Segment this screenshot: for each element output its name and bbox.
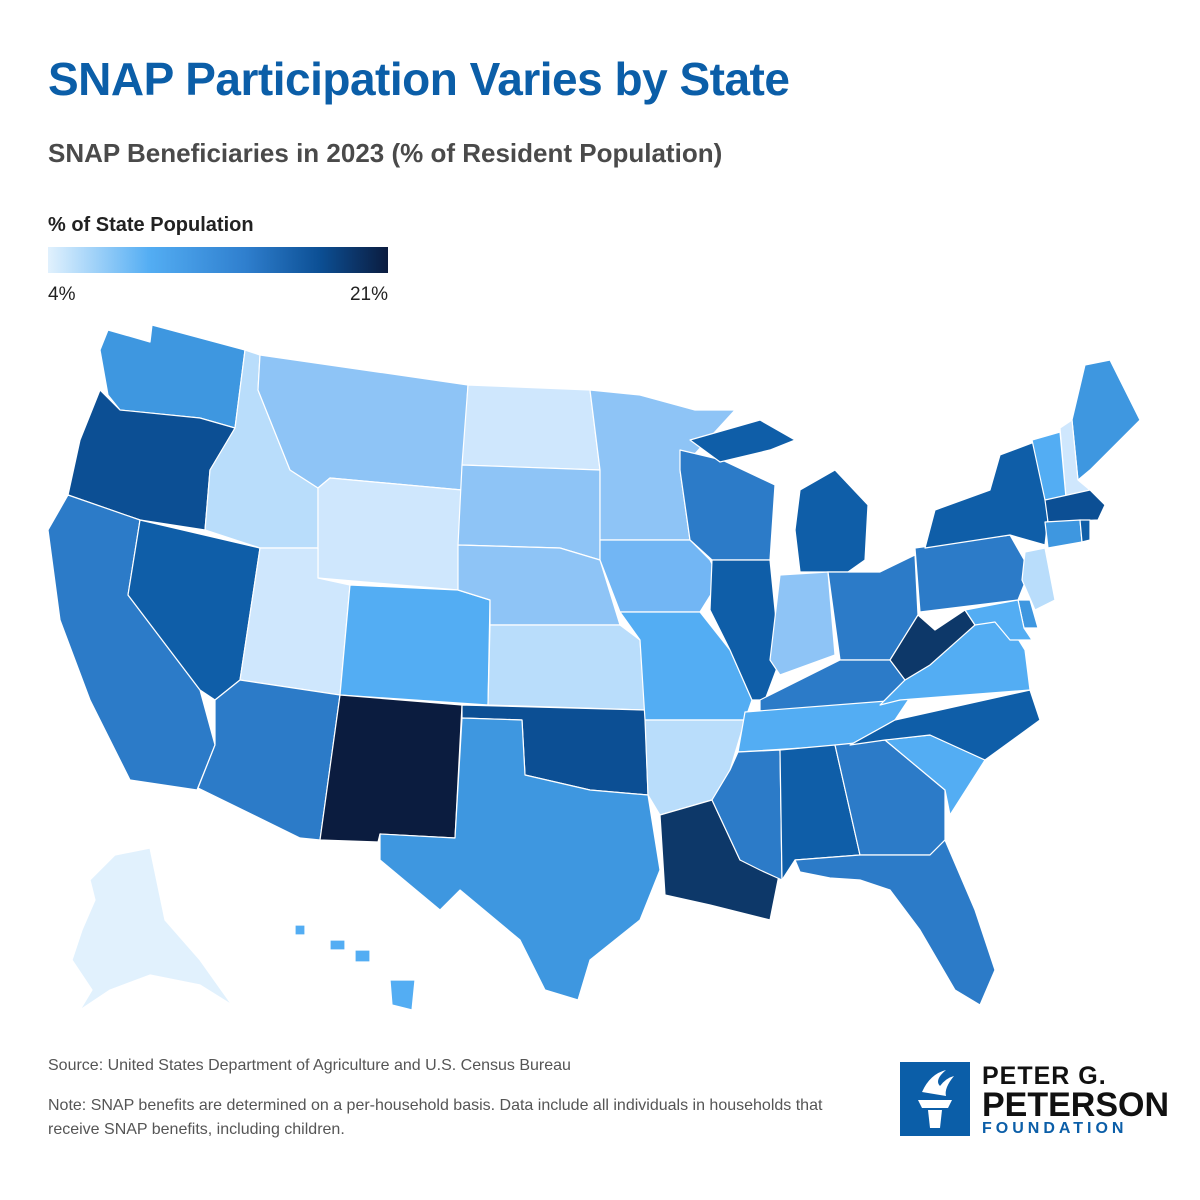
- source-note: Source: United States Department of Agri…: [48, 1057, 571, 1074]
- state-ME: [1071, 359, 1141, 481]
- state-AK: [71, 847, 233, 1011]
- state-IN: [769, 571, 836, 676]
- legend-title: % of State Population: [48, 214, 254, 236]
- state-AZ: [197, 679, 341, 841]
- state-NJ: [1021, 547, 1056, 611]
- state-FL: [794, 839, 996, 1006]
- state-NC: [849, 689, 1041, 761]
- state-MA: [1044, 489, 1106, 523]
- state-TX: [379, 717, 661, 1001]
- state-IL: [709, 559, 781, 701]
- state-MT: [257, 354, 469, 491]
- state-CT: [1044, 519, 1083, 549]
- legend-color-scale: [48, 247, 388, 273]
- peterson-foundation-logo: PETER G. PETERSON FOUNDATION: [900, 1062, 1169, 1137]
- state-HI: [294, 924, 416, 1011]
- chart-subtitle: SNAP Beneficiaries in 2023 (% of Residen…: [48, 138, 723, 168]
- legend-min-label: 4%: [48, 284, 76, 305]
- state-ND: [461, 384, 601, 471]
- state-CO: [339, 584, 491, 706]
- logo-line-1: PETER G.: [982, 1062, 1107, 1090]
- state-NY: [924, 439, 1051, 549]
- state-MD: [964, 599, 1033, 641]
- chart-title: SNAP Participation Varies by State: [48, 53, 790, 105]
- logo-line-3: FOUNDATION: [982, 1120, 1128, 1137]
- state-WY: [317, 477, 463, 591]
- state-NM: [319, 694, 463, 843]
- logo-line-2: PETERSON: [982, 1086, 1170, 1124]
- state-MO: [619, 611, 753, 721]
- legend-max-label: 21%: [349, 284, 388, 305]
- state-MI: [689, 419, 869, 573]
- torch-icon: [900, 1062, 970, 1136]
- state-RI: [1079, 519, 1091, 543]
- footnote: Note: SNAP benefits are determined on a …: [48, 1097, 823, 1138]
- state-KS: [487, 624, 646, 711]
- state-WI: [679, 449, 776, 561]
